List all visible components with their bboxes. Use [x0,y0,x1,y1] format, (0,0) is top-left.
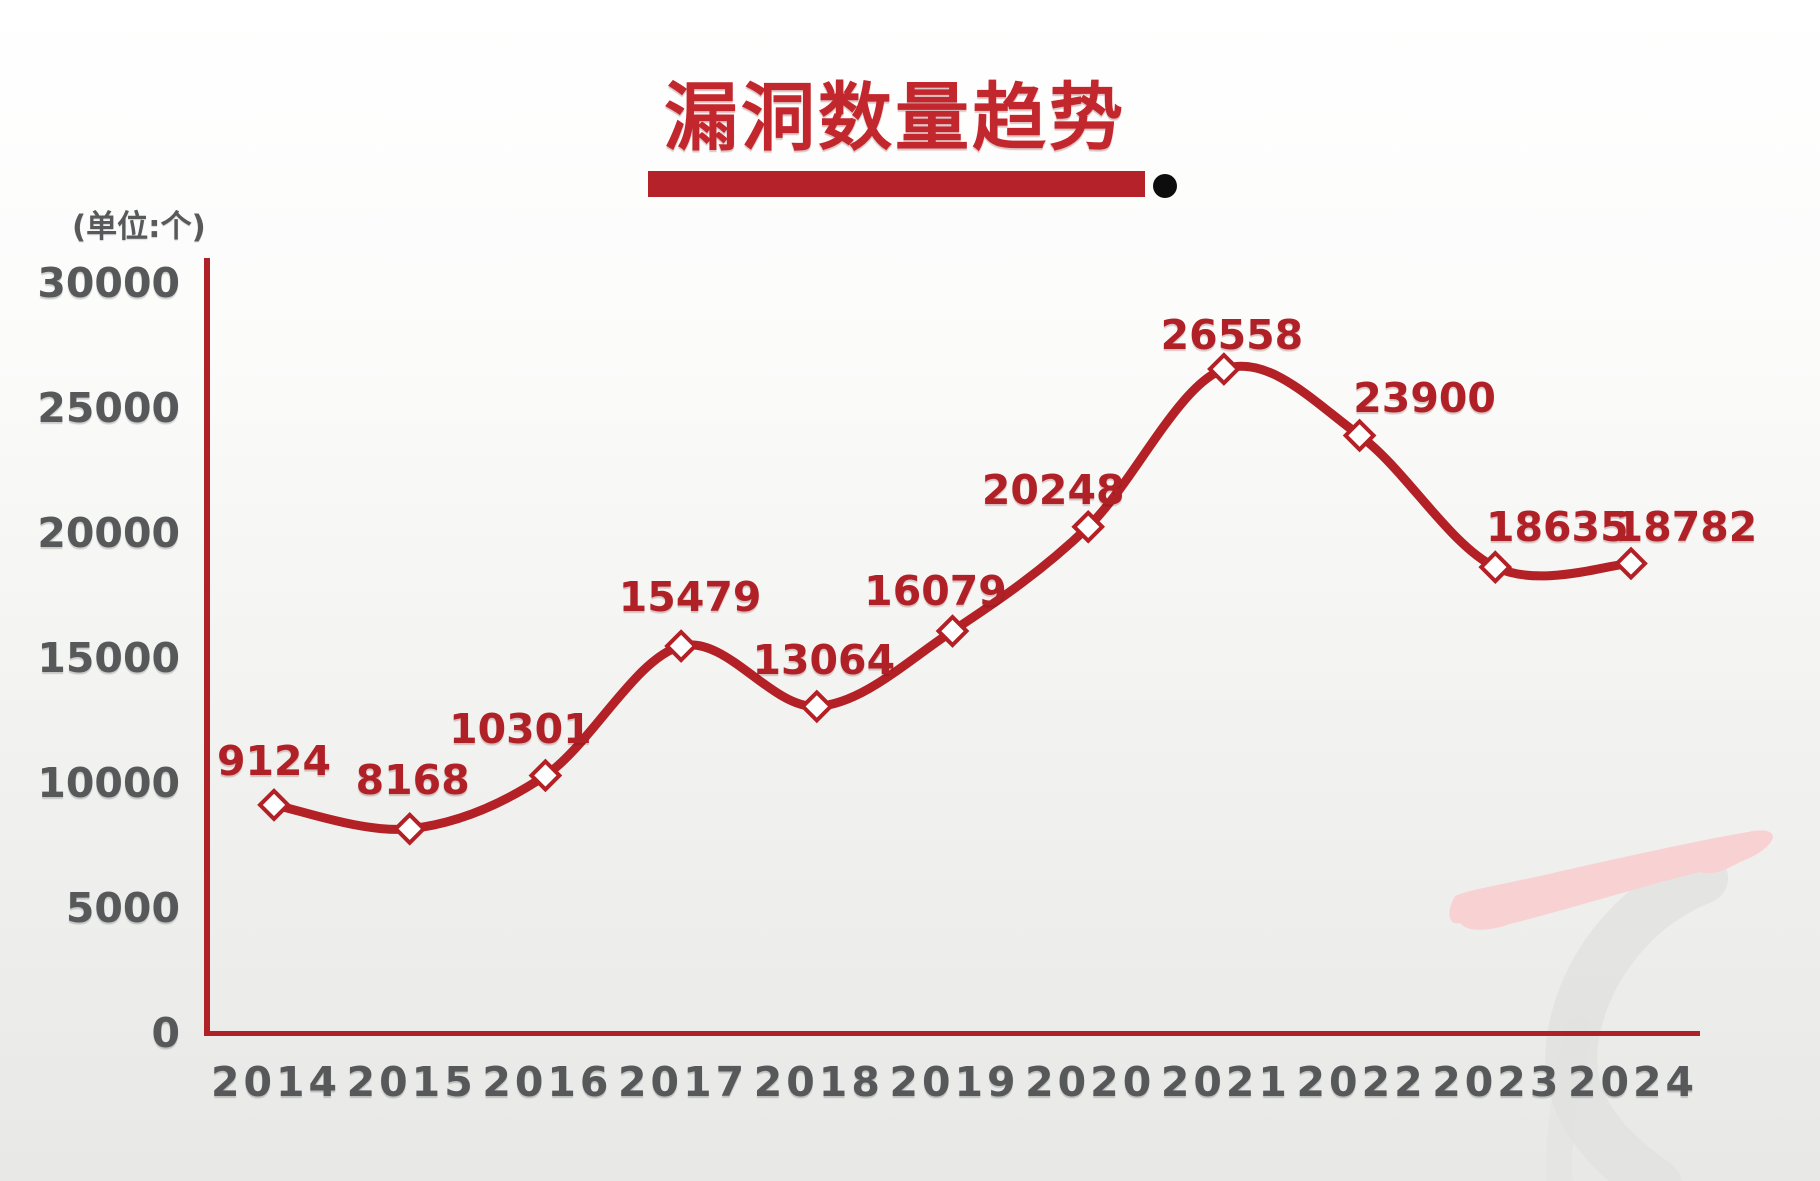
x-tick-label-2014: 2014 [210,1058,342,1106]
y-tick-label-15000: 15000 [37,634,180,682]
data-label-2014: 9124 [216,736,332,785]
x-tick-label-2024: 2024 [1567,1058,1699,1106]
title-end-dot-icon [1153,174,1177,198]
data-point-marker-2015 [392,811,427,846]
data-point-marker-2023 [1478,550,1513,584]
data-label-2021: 26558 [1160,311,1304,360]
swirl-watermark-tail [1546,1017,1591,1181]
data-label-2023: 18635 [1485,503,1629,552]
y-tick-label-0: 0 [151,1009,180,1057]
title-underline-bar [648,171,1145,197]
x-tick-label-2015: 2015 [346,1058,477,1106]
y-tick-label-20000: 20000 [37,509,180,557]
x-tick-label-2018: 2018 [753,1058,884,1106]
data-point-marker-2021 [1207,352,1241,386]
x-tick-label-2020: 2020 [1025,1058,1156,1106]
x-tick-label-2021: 2021 [1160,1058,1291,1106]
x-tick-label-2017: 2017 [618,1058,749,1106]
data-label-2016: 10301 [449,705,592,754]
y-tick-label-30000: 30000 [37,259,180,307]
x-axis-line [204,1031,1700,1036]
data-point-marker-2016 [528,758,563,793]
y-tick-label-10000: 10000 [37,759,180,807]
data-label-2022: 23900 [1353,373,1496,422]
data-point-marker-2019 [935,614,970,648]
unit-label: (单位:个) [72,209,206,245]
y-tick-label-5000: 5000 [65,884,180,932]
chart-title: 漏洞数量趋势 [664,75,1126,161]
brush-stroke-watermark [1449,830,1773,930]
data-label-2015: 8168 [355,755,470,804]
data-label-2019: 16079 [864,567,1007,616]
data-point-marker-2017 [664,629,698,663]
data-point-marker-2024 [1614,546,1648,581]
data-markers-layer [257,352,1648,846]
y-tick-label-25000: 25000 [37,384,180,432]
data-label-2017: 15479 [618,573,762,622]
data-label-2024: 18782 [1614,503,1758,552]
data-point-marker-2022 [1342,418,1377,453]
axes [204,258,1700,1036]
data-point-marker-2018 [799,689,834,724]
x-tick-label-2022: 2022 [1296,1058,1427,1106]
data-point-marker-2020 [1071,509,1106,544]
x-tick-label-2023: 2023 [1432,1058,1563,1106]
y-axis-line [204,258,210,1036]
data-label-2018: 13064 [752,636,896,685]
x-tick-label-2019: 2019 [889,1058,1020,1106]
data-point-marker-2014 [257,788,291,822]
data-label-2020: 20248 [981,465,1125,514]
x-tick-label-2016: 2016 [482,1058,613,1106]
